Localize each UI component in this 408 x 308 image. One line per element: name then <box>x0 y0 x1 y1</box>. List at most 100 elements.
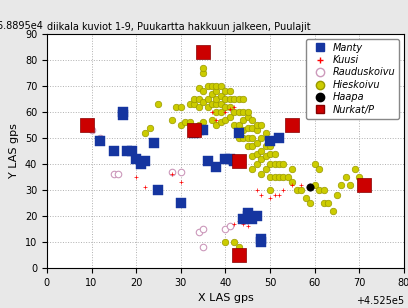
Point <box>271 151 278 156</box>
Point <box>213 164 220 169</box>
Point <box>186 120 193 125</box>
Point <box>320 188 327 192</box>
Point <box>240 96 246 101</box>
Point <box>213 123 220 128</box>
Point <box>191 102 197 107</box>
Point <box>200 245 206 249</box>
Point <box>276 161 282 166</box>
Point <box>249 167 255 172</box>
Point <box>240 128 246 132</box>
Point <box>97 136 104 140</box>
Point <box>276 136 282 140</box>
Point <box>285 174 291 179</box>
Point <box>249 143 255 148</box>
Point <box>258 156 264 161</box>
Point <box>111 172 117 177</box>
Point <box>226 104 233 109</box>
Point <box>258 148 264 153</box>
Point <box>155 188 162 192</box>
Point <box>244 115 251 120</box>
Point <box>195 104 202 109</box>
Point <box>244 125 251 130</box>
Point <box>267 188 273 192</box>
Point <box>280 188 287 192</box>
Point <box>244 143 251 148</box>
Point <box>235 123 242 128</box>
Point <box>276 193 282 198</box>
Point <box>307 201 313 205</box>
Point <box>267 174 273 179</box>
Point <box>209 91 215 96</box>
Point <box>200 89 206 94</box>
Point <box>218 102 224 107</box>
Point <box>244 136 251 140</box>
Point <box>226 156 233 161</box>
Point <box>213 117 220 122</box>
Point <box>267 138 273 143</box>
Point <box>97 138 104 143</box>
Point <box>235 109 242 114</box>
Point <box>329 208 336 213</box>
Point <box>240 109 246 114</box>
Point <box>262 143 269 148</box>
Point <box>280 174 287 179</box>
Point <box>343 174 349 179</box>
Point <box>169 169 175 174</box>
Point <box>209 102 215 107</box>
Point <box>200 226 206 231</box>
Point <box>235 136 242 140</box>
Point <box>361 182 367 187</box>
Point <box>133 174 140 179</box>
Point <box>124 148 131 153</box>
Point <box>231 109 237 114</box>
Point <box>200 65 206 70</box>
Point <box>235 245 242 249</box>
Point <box>276 174 282 179</box>
Point <box>294 188 300 192</box>
Point <box>271 193 278 198</box>
Point <box>271 161 278 166</box>
Point <box>298 182 304 187</box>
Point <box>173 104 180 109</box>
Point <box>231 159 237 164</box>
Point <box>262 167 269 172</box>
Point <box>155 102 162 107</box>
Point <box>129 148 135 153</box>
Point <box>244 213 251 218</box>
Point <box>182 120 188 125</box>
Point <box>177 169 184 174</box>
Point <box>267 161 273 166</box>
Point <box>253 151 260 156</box>
Point <box>240 216 246 221</box>
Point <box>231 240 237 245</box>
Point <box>235 253 242 257</box>
Point <box>226 96 233 101</box>
Point <box>258 240 264 245</box>
Point <box>289 123 296 128</box>
Point <box>213 96 220 101</box>
Point <box>249 136 255 140</box>
Point <box>200 71 206 75</box>
Point <box>316 188 322 192</box>
Point <box>218 94 224 99</box>
Point <box>258 136 264 140</box>
Point <box>195 123 202 128</box>
Point <box>253 123 260 128</box>
Point <box>88 128 95 132</box>
Point <box>240 117 246 122</box>
Point <box>146 125 153 130</box>
Point <box>142 185 149 190</box>
Point <box>200 50 206 55</box>
Point <box>169 172 175 177</box>
Point <box>218 109 224 114</box>
X-axis label: X LAS gps: X LAS gps <box>197 293 253 303</box>
Point <box>222 240 228 245</box>
Legend: Manty, Kuusi, Rauduskoivu, Hieskoivu, Haapa, Nurkat/P: Manty, Kuusi, Rauduskoivu, Hieskoivu, Ha… <box>306 39 399 119</box>
Point <box>200 99 206 104</box>
Point <box>244 224 251 229</box>
Point <box>235 130 242 135</box>
Point <box>142 159 149 164</box>
Point <box>235 219 242 224</box>
Point <box>316 167 322 172</box>
Point <box>338 182 345 187</box>
